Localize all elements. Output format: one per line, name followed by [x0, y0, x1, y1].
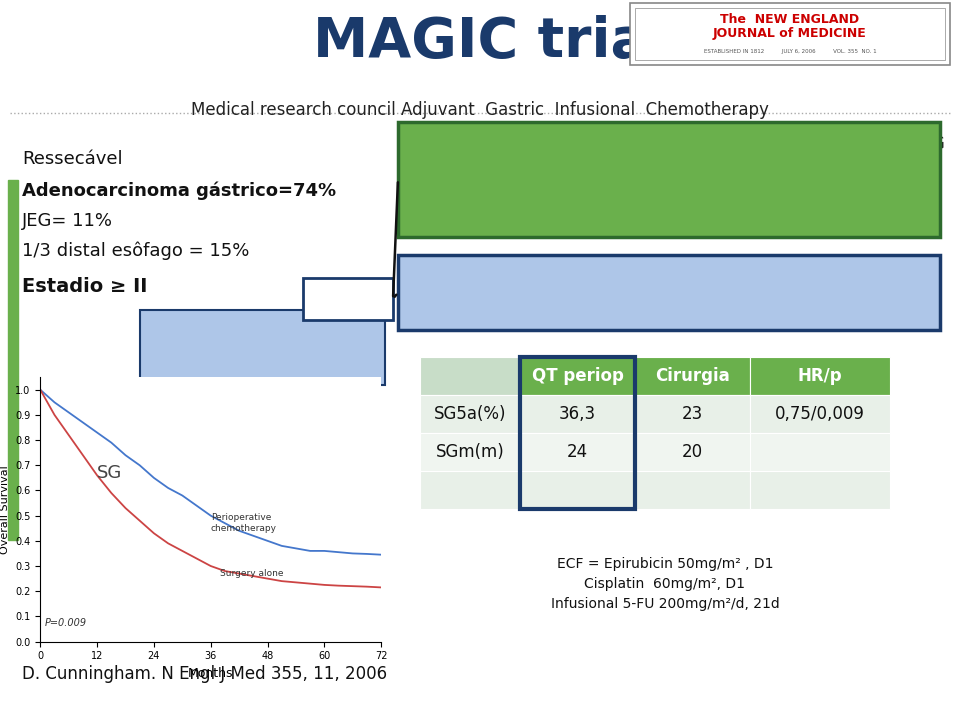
Bar — [520, 433, 635, 471]
Text: Cirurgia: Cirurgia — [612, 281, 726, 305]
Text: P=0.009: P=0.009 — [45, 618, 87, 628]
Bar — [420, 433, 520, 471]
Text: D. Cunningham. N Engl J Med 355, 11, 2006: D. Cunningham. N Engl J Med 355, 11, 200… — [22, 665, 387, 683]
Text: Cisplatin  60mg/m², D1: Cisplatin 60mg/m², D1 — [585, 577, 746, 591]
Text: QT periop: QT periop — [532, 367, 623, 385]
Text: ECF = Epirubicin 50mg/m² , D1: ECF = Epirubicin 50mg/m² , D1 — [557, 557, 773, 571]
Text: Cirurgia: Cirurgia — [655, 367, 730, 385]
Text: JEG= 11%: JEG= 11% — [22, 212, 113, 230]
Text: 24: 24 — [567, 443, 588, 461]
Text: 3 ciclos pré op / 3 ciclos pós op: 3 ciclos pré op / 3 ciclos pós op — [449, 192, 889, 218]
Text: MAGIC trial: MAGIC trial — [313, 15, 667, 69]
Text: 1/3 distal esôfago = 15%: 1/3 distal esôfago = 15% — [22, 242, 250, 261]
Text: •: • — [158, 330, 170, 348]
Text: Infusional 5-FU 200mg/m²/d, 21d: Infusional 5-FU 200mg/m²/d, 21d — [551, 597, 780, 611]
Text: ESTABLISHED IN 1812          JULY 6, 2006          VOL. 355  NO. 1: ESTABLISHED IN 1812 JULY 6, 2006 VOL. 35… — [704, 49, 876, 54]
Bar — [8, 180, 18, 540]
Text: N=503: N=503 — [314, 290, 382, 308]
Bar — [420, 471, 520, 509]
Text: Surgery alone: Surgery alone — [220, 569, 284, 578]
Text: Perioperative
chemotherapy: Perioperative chemotherapy — [210, 513, 276, 533]
Text: Medical research council Adjuvant  Gastric  Infusional  Chemotherapy: Medical research council Adjuvant Gastri… — [191, 101, 769, 119]
Text: QT  Perioperatória:  ECF: QT Perioperatória: ECF — [499, 149, 839, 175]
Bar — [398, 122, 940, 237]
Bar — [635, 357, 750, 395]
Bar — [398, 255, 940, 330]
Text: Adenocarcinoma gástrico=74%: Adenocarcinoma gástrico=74% — [22, 182, 336, 200]
Text: •: • — [158, 362, 170, 380]
Text: Obj 1°= SG: Obj 1°= SG — [851, 135, 945, 153]
Bar — [520, 357, 635, 509]
Bar — [303, 278, 393, 320]
Text: 0,75/0,009: 0,75/0,009 — [775, 405, 865, 423]
Bar — [140, 310, 385, 385]
Bar — [520, 471, 635, 509]
Text: Ressecável: Ressecável — [22, 150, 123, 168]
Text: 36,3: 36,3 — [559, 405, 596, 423]
Bar — [520, 357, 635, 395]
Bar — [630, 3, 950, 65]
Bar — [750, 395, 890, 433]
Bar — [750, 357, 890, 395]
Text: SGm(m): SGm(m) — [436, 443, 504, 461]
Bar — [420, 395, 520, 433]
Text: JOURNAL of MEDICINE: JOURNAL of MEDICINE — [713, 27, 867, 40]
Text: G3/4 toxicity < 12%: G3/4 toxicity < 12% — [172, 362, 356, 380]
Bar — [635, 8, 945, 60]
Text: Estadio ≥ II: Estadio ≥ II — [22, 277, 148, 296]
Text: 23: 23 — [682, 405, 703, 423]
Text: 40% = D2 surgery: 40% = D2 surgery — [172, 330, 341, 348]
Bar — [635, 395, 750, 433]
X-axis label: Months: Months — [188, 667, 233, 680]
Bar — [635, 433, 750, 471]
Text: The  NEW ENGLAND: The NEW ENGLAND — [720, 13, 859, 25]
Y-axis label: Overall Survival: Overall Survival — [0, 465, 10, 553]
Bar — [635, 471, 750, 509]
Text: HR/p: HR/p — [798, 367, 842, 385]
Bar — [750, 433, 890, 471]
Text: 20: 20 — [682, 443, 703, 461]
Bar — [420, 357, 520, 395]
Bar — [750, 471, 890, 509]
Text: SG5a(%): SG5a(%) — [434, 405, 506, 423]
Text: SG: SG — [97, 464, 122, 482]
Bar — [520, 395, 635, 433]
